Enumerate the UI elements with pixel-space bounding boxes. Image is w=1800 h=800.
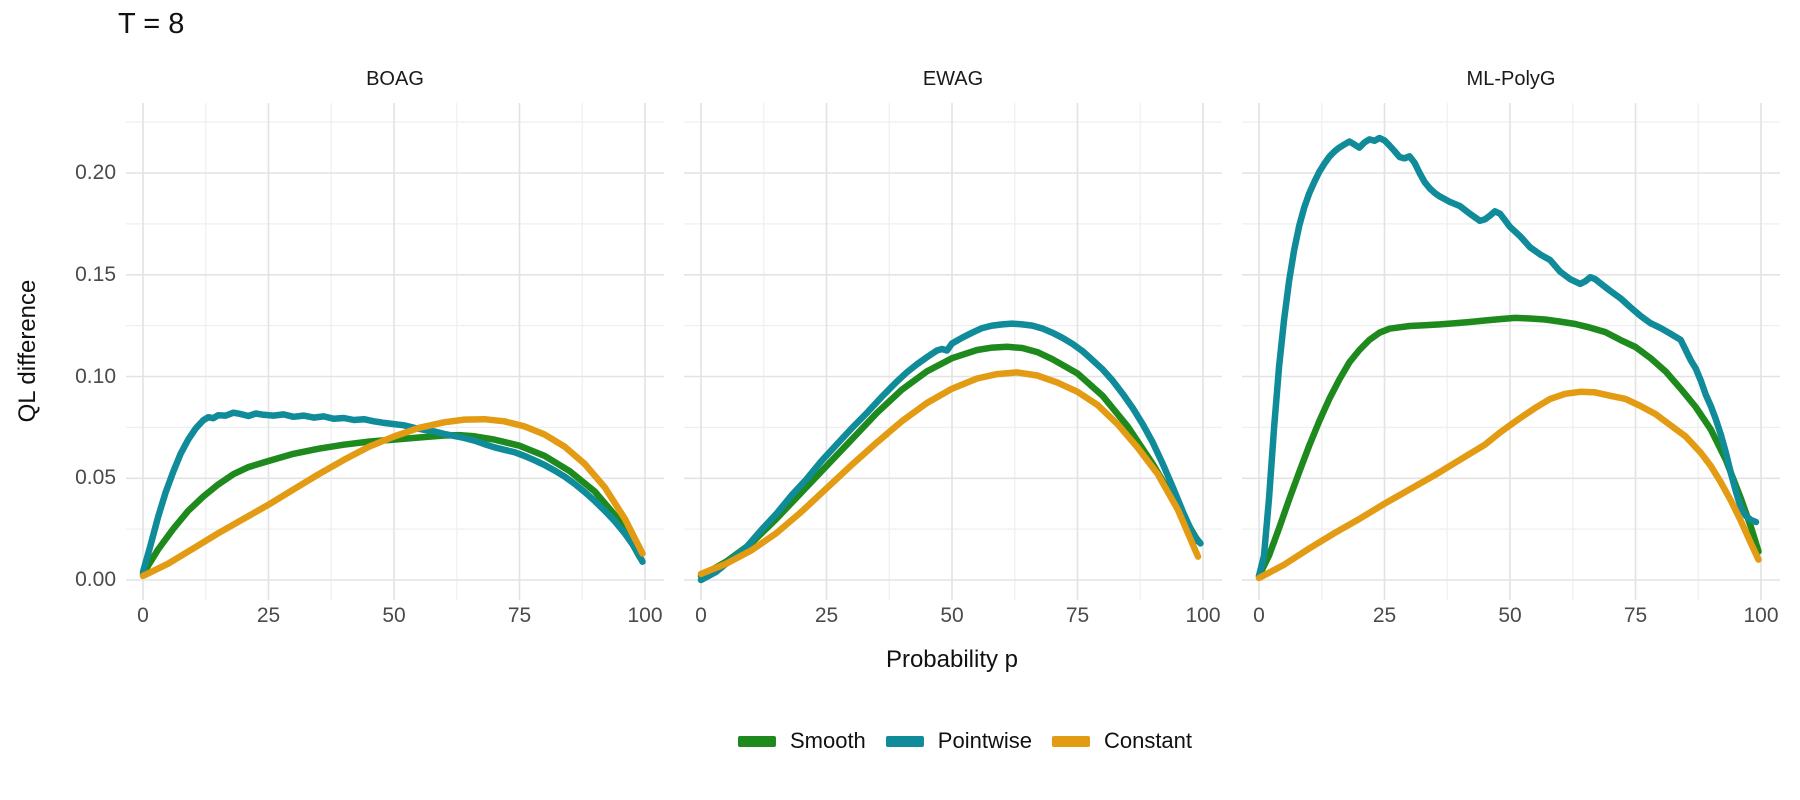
x-axis-ewag: 0 25 50 75 100	[684, 604, 1222, 630]
legend-label-constant: Constant	[1103, 728, 1193, 753]
chart-title: T = 8	[118, 8, 185, 40]
x-axis-boag: 0 25 50 75 100	[126, 604, 664, 630]
y-tick-label: 0.05	[75, 466, 116, 490]
x-tick-label: 50	[382, 604, 406, 627]
panel-ewag: 0 25 50 75 100	[684, 103, 1222, 627]
facet-strip-ewag: EWAG	[922, 68, 984, 90]
legend-key-pointwise	[885, 735, 924, 747]
x-tick-label: 75	[1065, 604, 1090, 627]
x-tick-label: 25	[256, 604, 281, 627]
facet-strip-boag: BOAG	[366, 68, 424, 90]
x-tick-label: 50	[1498, 604, 1522, 627]
legend: Smooth Pointwise Constant	[737, 728, 1193, 754]
facet-strip-ml-polyg: ML-PolyG	[1466, 68, 1556, 90]
panel-ml-polyg: 0 25 50 75 100	[1242, 103, 1780, 627]
legend-item-constant: Constant	[1051, 728, 1193, 754]
legend-item-smooth: Smooth	[737, 728, 866, 754]
x-tick-label: 0	[695, 604, 707, 627]
x-tick-label: 100	[1743, 604, 1779, 627]
y-tick-label: 0.20	[75, 161, 116, 184]
legend-item-pointwise: Pointwise	[885, 728, 1032, 754]
x-tick-label: 100	[1185, 604, 1221, 627]
legend-label-pointwise: Pointwise	[937, 728, 1032, 753]
legend-label-smooth: Smooth	[789, 728, 866, 753]
x-tick-label: 0	[1253, 604, 1265, 627]
x-tick-label: 75	[1623, 604, 1648, 627]
panel-boag: 0 25 50 75 100	[126, 103, 664, 627]
x-tick-label: 50	[940, 604, 964, 627]
legend-key-constant	[1051, 735, 1090, 747]
y-tick-label: 0.00	[75, 568, 116, 591]
x-tick-label: 25	[814, 604, 839, 627]
x-axis-title: Probability p	[885, 646, 1019, 673]
x-tick-label: 75	[507, 604, 532, 627]
legend-key-smooth	[737, 735, 776, 747]
panel-ewag-plot	[684, 103, 1222, 600]
y-tick-label: 0.15	[75, 262, 116, 286]
x-tick-label: 100	[627, 604, 663, 627]
panel-boag-plot	[126, 103, 664, 600]
x-tick-label: 25	[1372, 604, 1397, 627]
y-axis: 0.20 0.15 0.10 0.05 0.00	[0, 103, 116, 600]
panel-ml-polyg-plot	[1242, 103, 1780, 600]
y-tick-label: 0.10	[75, 364, 116, 388]
x-axis-ml-polyg: 0 25 50 75 100	[1242, 604, 1780, 630]
x-tick-label: 0	[137, 604, 149, 627]
